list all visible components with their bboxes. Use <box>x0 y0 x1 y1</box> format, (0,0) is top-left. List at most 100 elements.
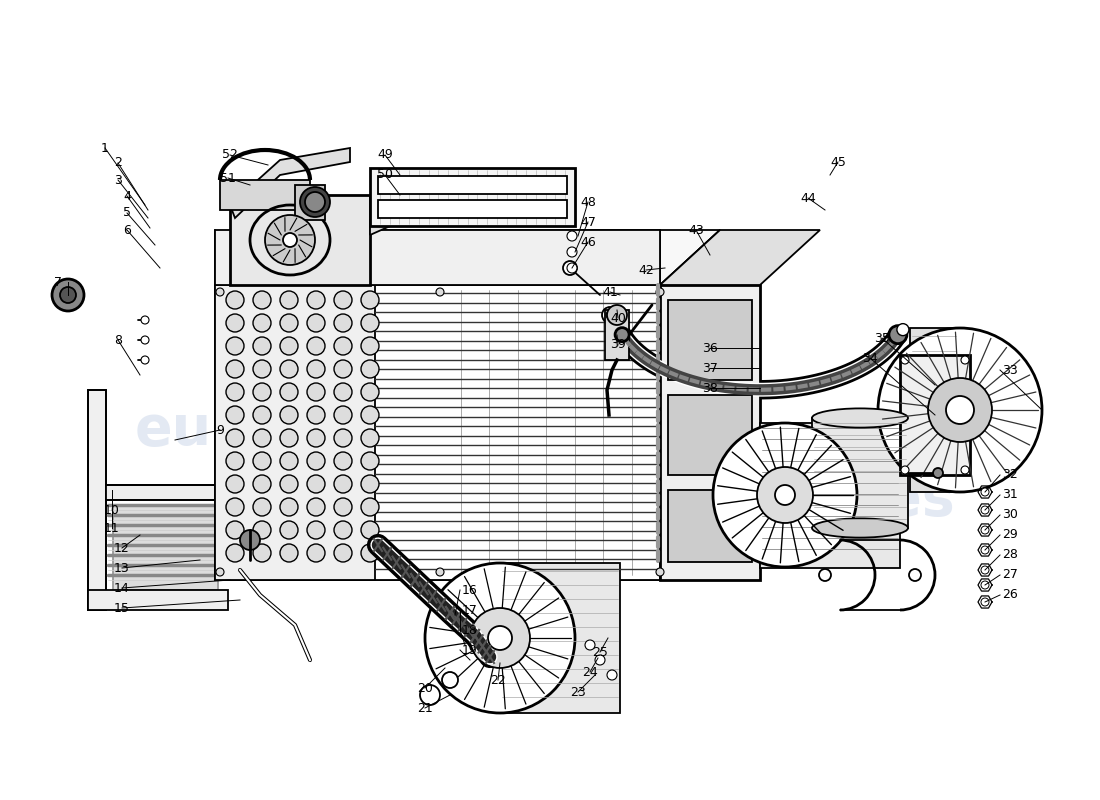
Circle shape <box>226 406 244 424</box>
Text: 26: 26 <box>1002 589 1018 602</box>
Text: 5: 5 <box>123 206 131 219</box>
Circle shape <box>253 360 271 378</box>
Ellipse shape <box>878 328 1042 492</box>
Circle shape <box>253 291 271 309</box>
Circle shape <box>901 466 909 474</box>
Circle shape <box>226 521 244 539</box>
Circle shape <box>901 356 909 364</box>
Circle shape <box>961 356 969 364</box>
Bar <box>910 328 960 492</box>
Circle shape <box>253 337 271 355</box>
Circle shape <box>334 406 352 424</box>
Text: 2: 2 <box>114 157 122 170</box>
Polygon shape <box>214 230 720 285</box>
Ellipse shape <box>713 423 857 567</box>
Circle shape <box>928 378 992 442</box>
Circle shape <box>334 429 352 447</box>
Circle shape <box>488 626 512 650</box>
Circle shape <box>361 429 379 447</box>
Circle shape <box>981 506 989 514</box>
Polygon shape <box>88 390 106 610</box>
Text: 37: 37 <box>702 362 718 374</box>
Text: 1: 1 <box>101 142 109 154</box>
Circle shape <box>226 360 244 378</box>
Bar <box>295 185 324 220</box>
Text: 35: 35 <box>874 331 890 345</box>
Text: 34: 34 <box>862 351 878 365</box>
Circle shape <box>253 406 271 424</box>
Text: 23: 23 <box>570 686 586 698</box>
Circle shape <box>334 452 352 470</box>
Circle shape <box>253 429 271 447</box>
Circle shape <box>361 406 379 424</box>
Text: 13: 13 <box>114 562 130 574</box>
Bar <box>370 168 575 226</box>
Circle shape <box>141 336 149 344</box>
Circle shape <box>226 291 244 309</box>
Circle shape <box>226 544 244 562</box>
Circle shape <box>226 452 244 470</box>
Circle shape <box>307 475 324 493</box>
Text: 38: 38 <box>702 382 718 394</box>
Polygon shape <box>214 285 660 580</box>
Text: 21: 21 <box>417 702 433 714</box>
Circle shape <box>334 521 352 539</box>
Circle shape <box>757 467 813 523</box>
Text: 25: 25 <box>592 646 608 658</box>
Circle shape <box>607 305 627 325</box>
Circle shape <box>280 406 298 424</box>
Circle shape <box>226 337 244 355</box>
Text: 28: 28 <box>1002 549 1018 562</box>
Circle shape <box>216 288 224 296</box>
Text: 46: 46 <box>580 235 596 249</box>
Circle shape <box>361 337 379 355</box>
Circle shape <box>307 452 324 470</box>
Circle shape <box>896 324 909 336</box>
Circle shape <box>280 314 298 332</box>
Circle shape <box>981 566 989 574</box>
Text: 48: 48 <box>580 195 596 209</box>
Circle shape <box>361 314 379 332</box>
Circle shape <box>307 360 324 378</box>
Circle shape <box>889 326 906 344</box>
Circle shape <box>307 544 324 562</box>
Circle shape <box>216 568 224 576</box>
Text: 6: 6 <box>123 223 131 237</box>
Text: 18: 18 <box>462 623 477 637</box>
Bar <box>605 310 629 360</box>
Circle shape <box>283 233 297 247</box>
Polygon shape <box>660 230 820 285</box>
Polygon shape <box>660 230 720 580</box>
Text: eurospares: eurospares <box>605 473 956 527</box>
Circle shape <box>307 314 324 332</box>
Text: 49: 49 <box>377 149 393 162</box>
Circle shape <box>361 521 379 539</box>
Circle shape <box>226 383 244 401</box>
Polygon shape <box>230 148 350 218</box>
Circle shape <box>563 261 578 275</box>
Polygon shape <box>113 505 218 590</box>
Circle shape <box>141 316 149 324</box>
Circle shape <box>52 279 84 311</box>
Circle shape <box>334 291 352 309</box>
Circle shape <box>307 337 324 355</box>
Polygon shape <box>370 185 560 235</box>
Circle shape <box>946 396 974 424</box>
Polygon shape <box>214 285 375 580</box>
Circle shape <box>334 475 352 493</box>
Circle shape <box>280 544 298 562</box>
Text: 51: 51 <box>220 171 235 185</box>
Text: 33: 33 <box>1002 363 1018 377</box>
Text: 39: 39 <box>610 338 626 351</box>
Circle shape <box>334 544 352 562</box>
Circle shape <box>607 670 617 680</box>
Circle shape <box>265 215 315 265</box>
Circle shape <box>307 291 324 309</box>
Bar <box>900 355 970 475</box>
Text: 44: 44 <box>800 191 816 205</box>
Circle shape <box>602 307 618 323</box>
Circle shape <box>566 263 578 273</box>
Text: 32: 32 <box>1002 469 1018 482</box>
Circle shape <box>280 429 298 447</box>
Circle shape <box>334 383 352 401</box>
